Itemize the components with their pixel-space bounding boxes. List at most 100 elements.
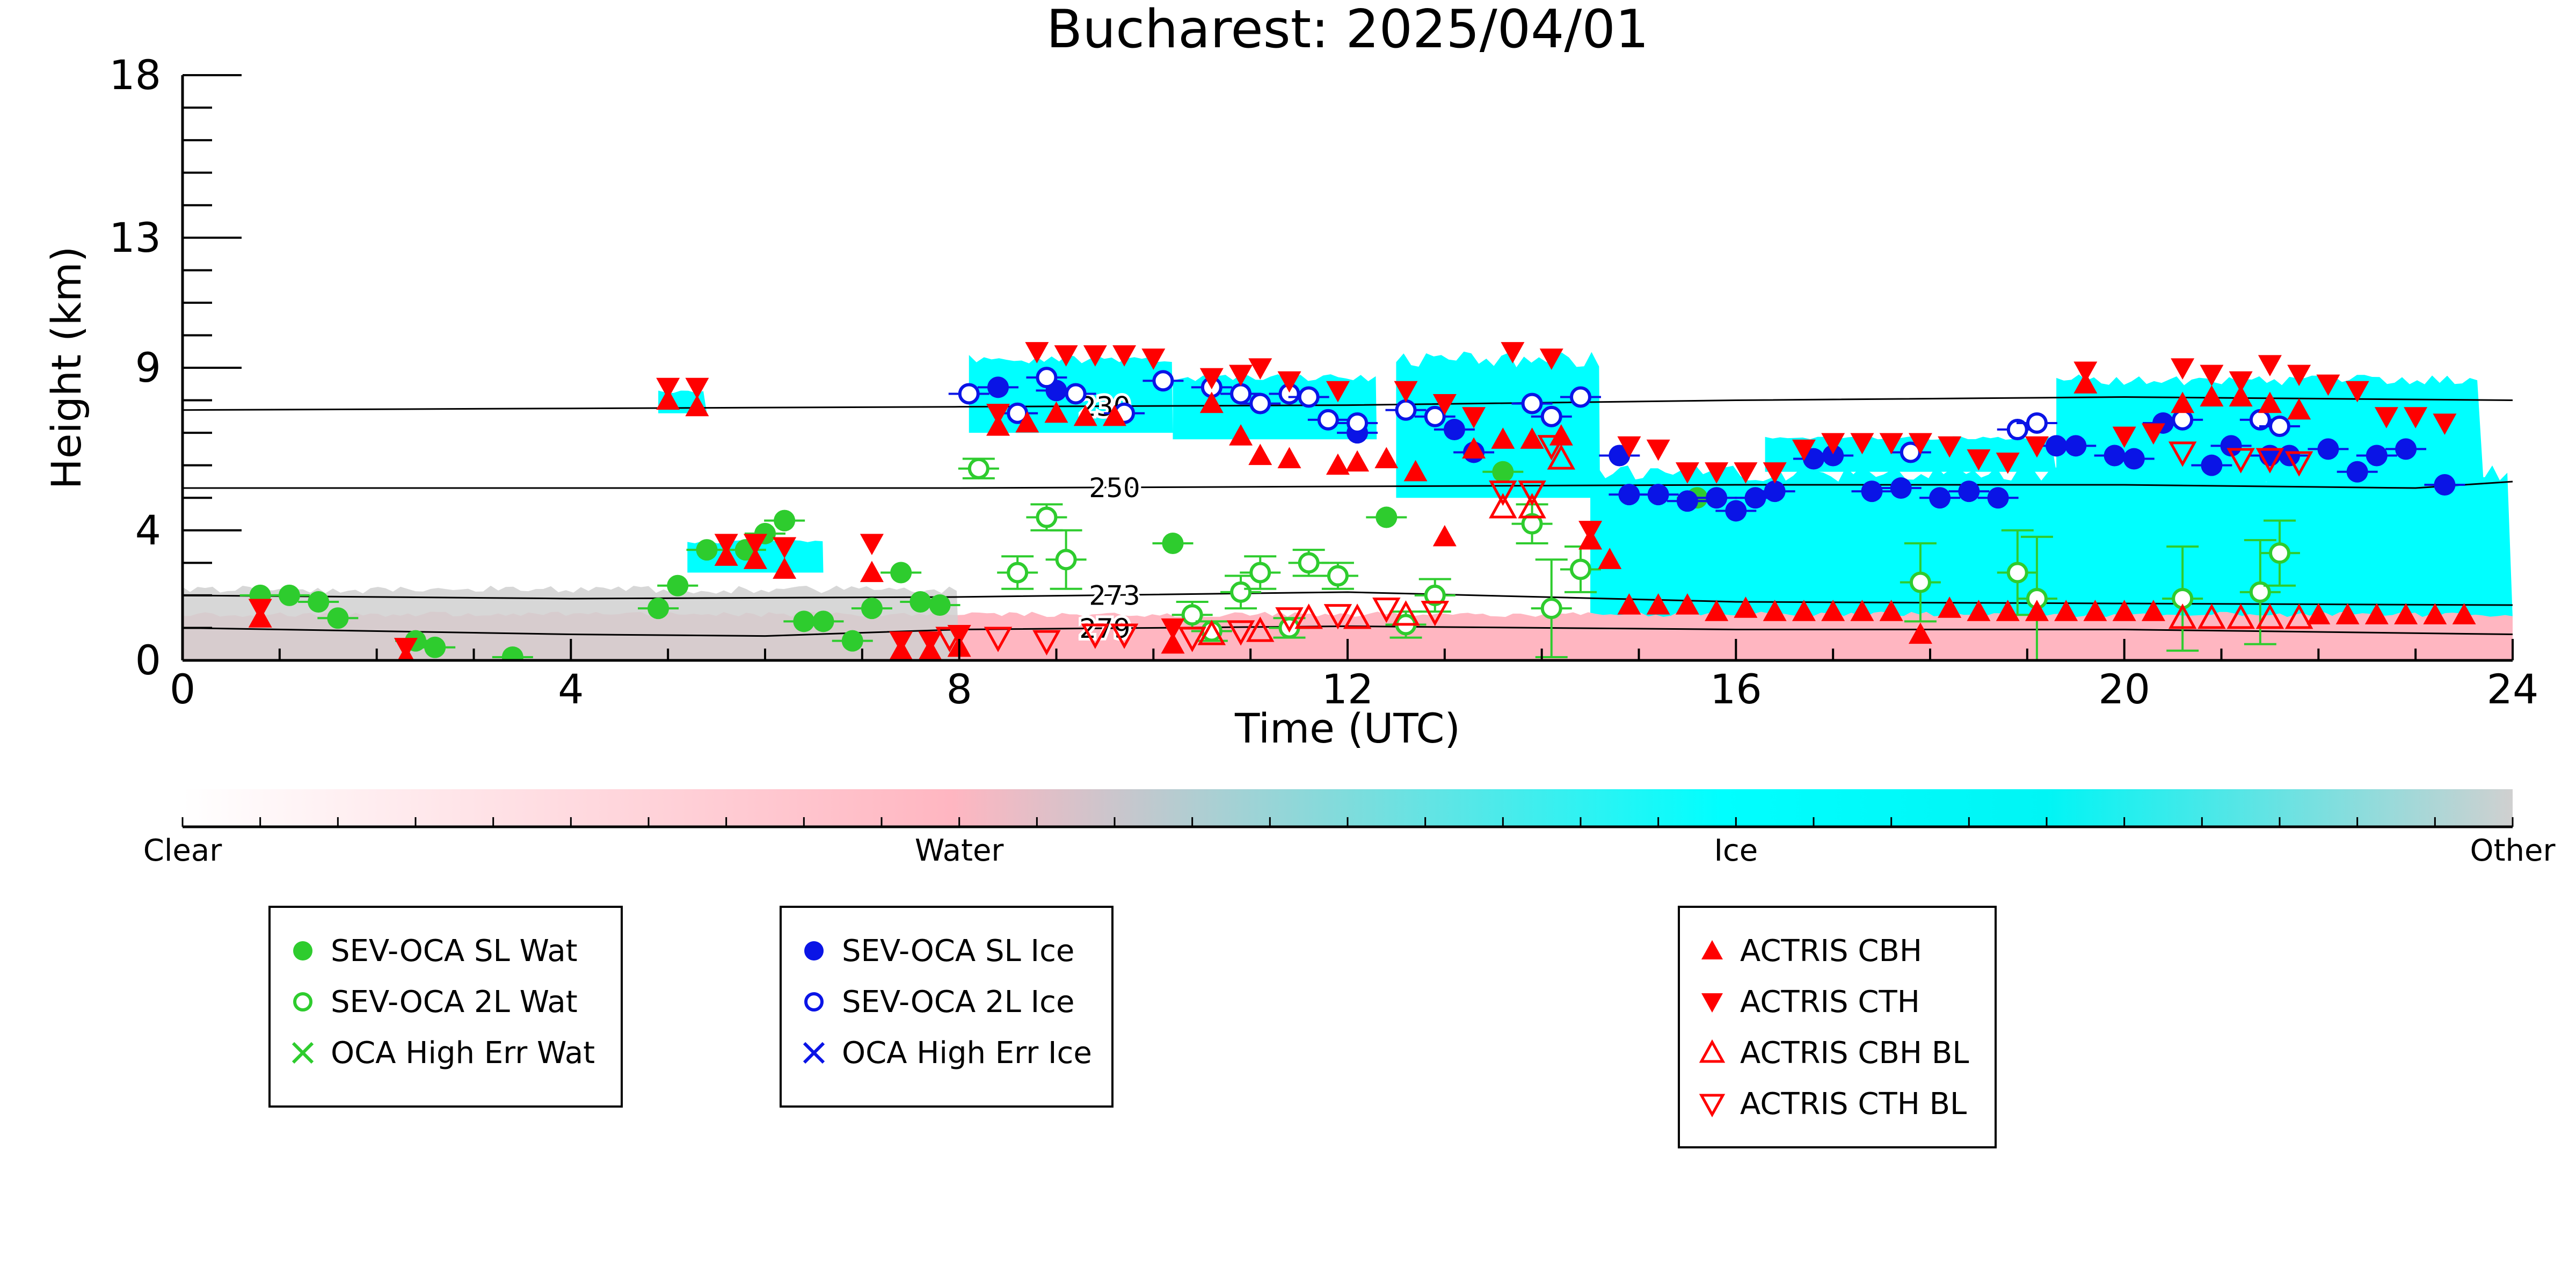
- legend-marker-icon: [1699, 1039, 1726, 1063]
- sev-oca-2l-wat-point: [1249, 562, 1271, 584]
- x-tick-label: 0: [170, 665, 195, 713]
- sev-oca-2l-ice-point: [2006, 419, 2028, 441]
- colorbar-label: Ice: [1714, 833, 1758, 868]
- legend-label: SEV-OCA 2L Wat: [331, 984, 578, 1020]
- legend-item: ACTRIS CBH BL: [1696, 1036, 1969, 1071]
- legend-item: SEV-OCA 2L Wat: [287, 984, 578, 1020]
- actris-cth-point: [1326, 381, 1350, 403]
- actris-cbh-point: [1103, 404, 1126, 426]
- legend-ice: SEV-OCA SL Ice SEV-OCA 2L Ice OCA High Err…: [780, 906, 1114, 1108]
- y-tick-label: 18: [109, 51, 161, 99]
- actris-cth-point: [1578, 521, 1603, 542]
- actris-cbh-point: [2054, 600, 2078, 621]
- sev-oca-2l-ice-point: [1152, 370, 1174, 392]
- colorbar-label: Water: [915, 833, 1005, 868]
- sev-oca-2l-ice-point: [1317, 409, 1339, 431]
- actris-cbh-bl-point: [1518, 493, 1546, 519]
- legend-item: OCA High Err Wat: [287, 1036, 595, 1071]
- sev-oca-sl-ice-point: [2317, 438, 2339, 460]
- actris-cth-bl-point: [1518, 481, 1546, 506]
- actris-cbh-bl-point: [1197, 620, 1226, 645]
- actris-cbh-bl-point: [2226, 603, 2255, 629]
- actris-cbh-point: [656, 388, 680, 410]
- actris-cth-point: [1967, 449, 1991, 471]
- sev-oca-2l-wat-point: [1298, 552, 1320, 574]
- legend-marker: [293, 992, 312, 1012]
- actris-cth-point: [1617, 436, 1641, 458]
- sev-oca-sl-wat-point: [1162, 533, 1184, 554]
- actris-cbh-point: [1345, 450, 1370, 472]
- sev-oca-2l-wat-point: [1007, 562, 1029, 584]
- legend-marker: [804, 992, 824, 1012]
- actris-cth-point: [860, 534, 884, 555]
- actris-cth-point: [1501, 342, 1525, 363]
- actris-cbh-point: [1044, 401, 1068, 423]
- actris-cbh-point: [1850, 600, 1874, 621]
- sev-oca-2l-ice-point: [1347, 412, 1369, 434]
- legend-marker-icon: [292, 1042, 314, 1064]
- actris-cth-point: [248, 599, 272, 621]
- x-tick-label: 16: [1710, 665, 1762, 713]
- x-tick-label: 8: [946, 665, 972, 713]
- sev-oca-sl-ice-point: [1803, 448, 1824, 470]
- sev-oca-2l-ice-point: [1230, 383, 1252, 405]
- actris-cth-point: [2171, 358, 2195, 380]
- sev-oca-sl-wat-point: [667, 574, 689, 596]
- legend-marker: [803, 1042, 825, 1064]
- sev-oca-sl-ice-point: [2366, 445, 2388, 467]
- actris-cbh-point: [1598, 548, 1622, 569]
- legend-marker: [1699, 1039, 1726, 1063]
- sev-oca-2l-ice-point: [1298, 386, 1320, 408]
- sev-oca-2l-wat-point: [1036, 506, 1058, 528]
- actris-cth-point: [1539, 348, 1563, 370]
- actris-cbh-point: [2141, 600, 2165, 621]
- sev-oca-sl-wat-point: [929, 594, 951, 616]
- sev-oca-sl-wat-point: [647, 598, 670, 620]
- actris-cth-bl-point: [2255, 448, 2284, 474]
- sev-oca-2l-ice-point: [2172, 409, 2194, 431]
- actris-cth-bl-point: [2284, 451, 2313, 477]
- actris-cth-point: [773, 537, 797, 559]
- legend-item: ACTRIS CTH BL: [1696, 1087, 1967, 1122]
- actris-cth-point: [2229, 371, 2253, 393]
- sev-oca-sl-wat-point: [841, 630, 863, 652]
- actris-cth-point: [2316, 374, 2340, 396]
- legend-marker-icon: [803, 1042, 825, 1064]
- actris-cbh-point: [2073, 372, 2098, 394]
- actris-cth-point: [1792, 439, 1816, 461]
- actris-cbh-bl-point: [2197, 603, 2226, 629]
- sev-oca-2l-ice-point: [1570, 386, 1591, 408]
- actris-cbh-point: [743, 548, 767, 569]
- actris-cbh-point: [1908, 622, 1932, 644]
- actris-cbh-point: [1248, 443, 1272, 465]
- legend-label: ACTRIS CBH: [1740, 933, 1923, 969]
- legend-item: ACTRIS CTH: [1696, 985, 1920, 1020]
- actris-cbh-point: [1821, 600, 1845, 621]
- legend-actris: ACTRIS CBH ACTRIS CTH ACTRIS CBH BL ACTRIS …: [1678, 906, 1997, 1148]
- sev-oca-sl-ice-point: [2201, 454, 2223, 476]
- actris-cbh-point: [1549, 424, 1573, 446]
- legend-marker: [1699, 1094, 1726, 1118]
- actris-cbh-point: [2287, 398, 2311, 420]
- legend-marker-icon: [293, 941, 312, 960]
- actris-cth-point: [1248, 358, 1272, 380]
- actris-cth-point: [947, 624, 971, 646]
- sev-oca-sl-ice-point: [2104, 445, 2126, 467]
- legend-label: SEV-OCA SL Ice: [842, 933, 1075, 969]
- sev-oca-sl-ice-point: [1706, 487, 1728, 509]
- colorbar: Clear Water Ice Other: [143, 789, 2556, 868]
- legend-marker-icon: [804, 992, 824, 1012]
- sev-oca-2l-wat-point: [1230, 581, 1252, 603]
- actris-cth-bl-point: [2168, 441, 2197, 467]
- actris-cth-point: [1996, 453, 2020, 474]
- actris-cth-point: [2112, 426, 2136, 448]
- actris-cbh-point: [1675, 593, 1699, 615]
- x-tick-label: 24: [2487, 665, 2539, 713]
- actris-cbh-bl-point: [1246, 616, 1275, 642]
- actris-cth-point: [1112, 345, 1137, 367]
- legend-marker-icon: [1699, 1094, 1726, 1118]
- x-axis-label: Time (UTC): [1234, 704, 1460, 752]
- isotherm-label: 250: [1089, 472, 1140, 504]
- actris-cth-point: [394, 638, 418, 659]
- actris-cth-point: [2287, 365, 2311, 387]
